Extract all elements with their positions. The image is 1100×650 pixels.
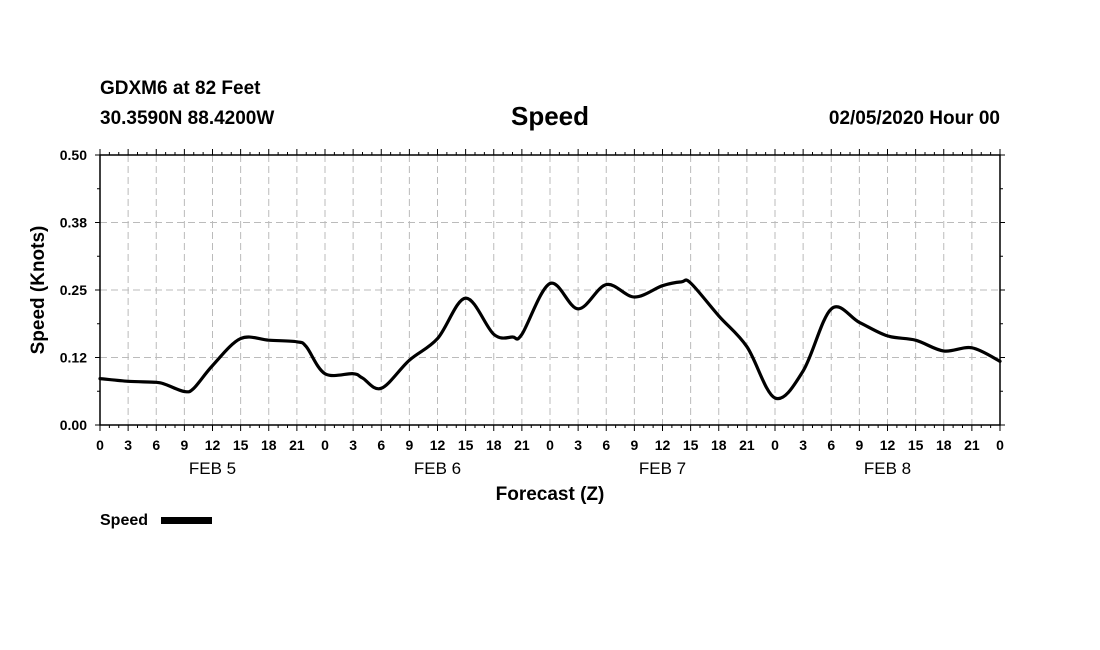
day-label: FEB 7: [639, 459, 686, 478]
day-label: FEB 6: [414, 459, 461, 478]
legend-label: Speed: [100, 512, 148, 529]
x-tick-label: 9: [180, 437, 188, 453]
x-tick-label: 15: [683, 437, 699, 453]
y-tick-label: 0.12: [60, 350, 87, 366]
x-tick-label: 9: [630, 437, 638, 453]
x-tick-label: 21: [289, 437, 305, 453]
legend: Speed: [100, 512, 212, 529]
y-tick-label: 0.25: [60, 282, 87, 298]
x-tick-label: 12: [205, 437, 221, 453]
x-tick-label: 0: [546, 437, 554, 453]
x-tick-label: 21: [739, 437, 755, 453]
x-tick-label: 18: [486, 437, 502, 453]
x-tick-label: 6: [377, 437, 385, 453]
gridlines: [100, 155, 1000, 425]
chart-title: Speed: [511, 101, 589, 131]
plot-frame: [99, 154, 1001, 426]
y-axis-label: Speed (Knots): [28, 226, 49, 355]
x-tick-label: 0: [321, 437, 329, 453]
x-tick-label: 3: [799, 437, 807, 453]
day-label: FEB 5: [189, 459, 236, 478]
x-tick-label: 3: [574, 437, 582, 453]
y-tick-label: 0.00: [60, 417, 87, 433]
x-tick-label: 15: [458, 437, 474, 453]
issued-label: 02/05/2020 Hour 00: [829, 108, 1000, 129]
x-tick-label: 12: [880, 437, 896, 453]
x-tick-label: 3: [124, 437, 132, 453]
x-tick-label: 6: [152, 437, 160, 453]
x-tick-label: 6: [602, 437, 610, 453]
x-tick-label: 21: [514, 437, 530, 453]
x-tick-label: 0: [96, 437, 104, 453]
x-tick-label: 12: [655, 437, 671, 453]
x-axis-label: Forecast (Z): [496, 484, 605, 505]
x-tick-label: 15: [908, 437, 924, 453]
station-label: GDXM6 at 82 Feet: [100, 78, 261, 99]
x-tick-label: 18: [711, 437, 727, 453]
x-tick-label: 15: [233, 437, 249, 453]
legend-swatch: [161, 517, 212, 524]
x-tick-label: 18: [261, 437, 277, 453]
location-label: 30.3590N 88.4200W: [100, 108, 274, 129]
y-tick-label: 0.50: [60, 147, 87, 163]
series-layer: [98, 278, 1002, 401]
x-tick-label: 9: [405, 437, 413, 453]
day-labels: FEB 5 FEB 6 FEB 7 FEB 8: [189, 459, 911, 478]
x-tick-label: 18: [936, 437, 952, 453]
series-line-speed: [98, 278, 1002, 401]
x-tick-label: 6: [827, 437, 835, 453]
x-tick-label: 0: [996, 437, 1004, 453]
day-label: FEB 8: [864, 459, 911, 478]
x-tick-labels: 0 3 6 9 12 15 18 21 0 3 6 9 12 15 18 21 0 3 6 9 12 15 18 21 0 3 6 9…: [96, 437, 1004, 453]
x-tick-label: 9: [855, 437, 863, 453]
x-tick-label: 21: [964, 437, 980, 453]
x-tick-label: 0: [771, 437, 779, 453]
x-tick-label: 12: [430, 437, 446, 453]
x-tick-label: 3: [349, 437, 357, 453]
y-tick-label: 0.38: [60, 215, 87, 231]
y-tick-labels: 0.00 0.12 0.25 0.38 0.50: [60, 147, 87, 433]
